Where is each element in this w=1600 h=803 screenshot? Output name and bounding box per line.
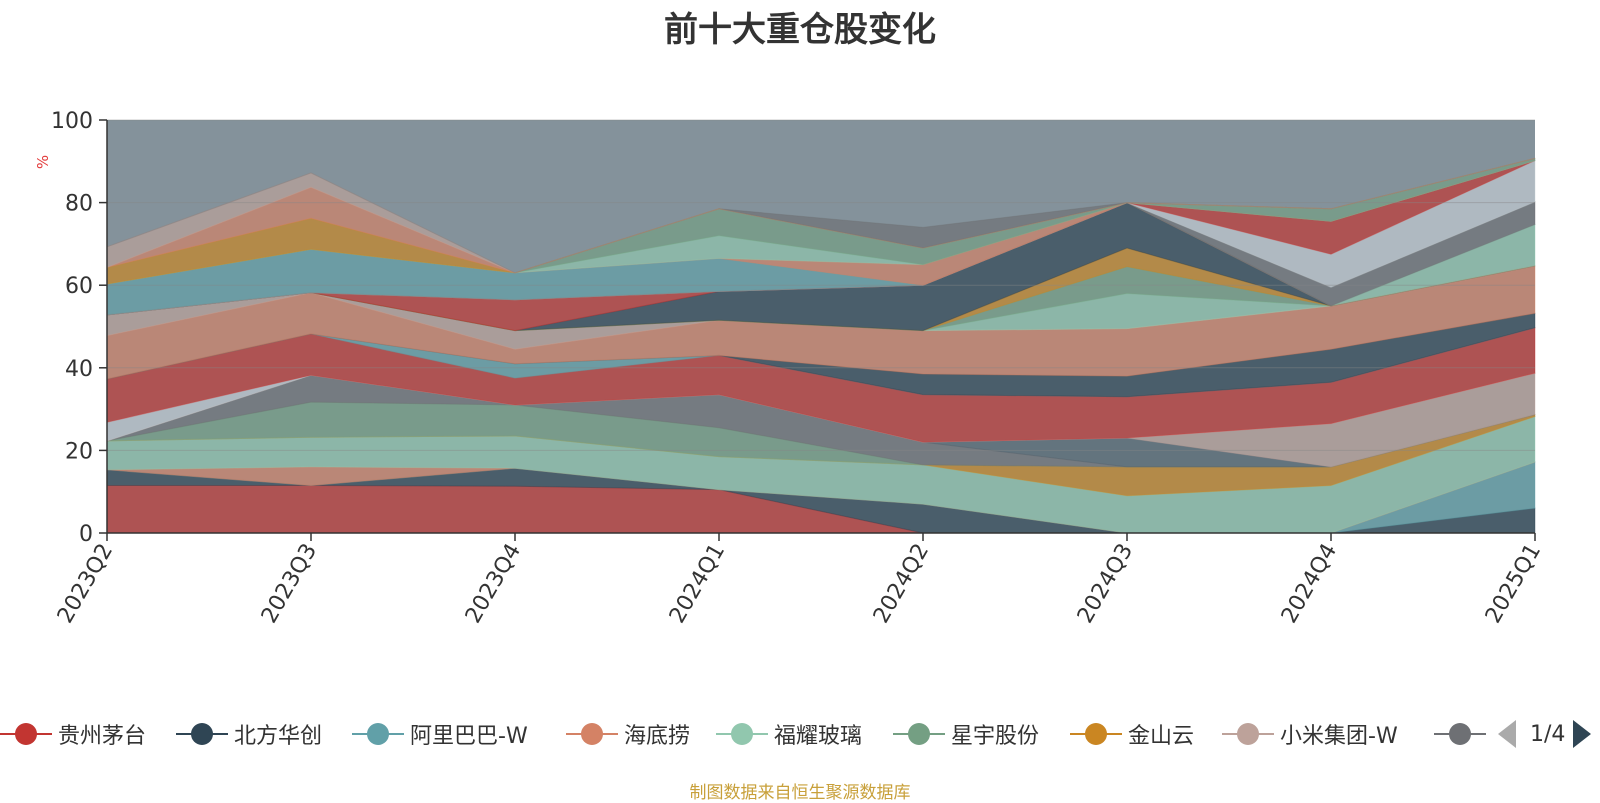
footer-source-note: 制图数据来自恒生聚源数据库 — [689, 783, 911, 803]
legend-marker-icon — [1070, 716, 1122, 752]
x-tick-label: 2023Q4 — [461, 540, 526, 628]
legend-item[interactable]: 金山云 — [1070, 716, 1194, 752]
x-tick-label: 2024Q1 — [665, 540, 730, 628]
legend-label: 海底捞 — [624, 724, 691, 749]
y-tick-label: 0 — [79, 522, 93, 547]
x-tick-label: 2024Q3 — [1073, 540, 1138, 628]
legend-marker-icon — [1434, 716, 1486, 752]
y-tick-label: 80 — [65, 192, 93, 217]
legend-item[interactable]: 北方华创 — [176, 716, 322, 752]
legend-marker-icon — [1222, 716, 1274, 752]
y-tick-label: 40 — [65, 357, 93, 382]
legend-prev-page-icon[interactable] — [1498, 720, 1516, 748]
area-layer-11 — [106, 327, 1536, 443]
chart-title: 前十大重仓股变化 — [664, 10, 936, 50]
legend-item[interactable]: 福耀玻璃 — [716, 716, 862, 752]
legend-label: 北方华创 — [234, 724, 323, 749]
x-tick-label: 2025Q1 — [1481, 540, 1546, 628]
area-layer-31 — [106, 157, 1536, 274]
legend-marker-icon — [566, 716, 618, 752]
legend-marker-icon — [716, 716, 768, 752]
legend-item[interactable]: 小米集团-W — [1222, 716, 1398, 752]
grid-lines — [107, 119, 1535, 451]
area-layer-28 — [106, 157, 1536, 285]
legend-next-page-icon[interactable] — [1573, 720, 1592, 748]
legend-marker-icon — [176, 716, 228, 752]
legend-item[interactable]: 海底捞 — [566, 716, 690, 752]
legend-label: 金山云 — [1128, 724, 1195, 749]
legend-item[interactable]: 贵州茅台 — [0, 716, 146, 752]
legend-pager: 1/4 — [1498, 716, 1592, 752]
area-layer-4 — [106, 415, 1536, 534]
legend-marker-icon — [893, 716, 945, 752]
legend-marker-icon — [352, 716, 404, 752]
area-layer-29 — [106, 157, 1536, 285]
x-tick-label: 2023Q2 — [53, 540, 118, 628]
y-tick-label: 100 — [51, 109, 93, 134]
area-layer-32 — [106, 157, 1536, 274]
y-axis-unit-label: % — [34, 155, 52, 169]
legend-label: 小米集团-W — [1280, 724, 1398, 749]
legend-marker-icon — [0, 716, 52, 752]
x-tick-label: 2024Q4 — [1277, 540, 1342, 628]
x-tick-label: 2024Q2 — [869, 540, 934, 628]
legend-label: 星宇股份 — [951, 724, 1040, 749]
area-layer-15 — [106, 265, 1536, 350]
y-tick-label: 20 — [65, 439, 93, 464]
legend: 贵州茅台 北方华创 阿里巴巴-W 海底捞 福耀玻璃 星宇股份 金山云 小米集团-W — [0, 716, 1600, 756]
x-tick-label: 2023Q3 — [257, 540, 322, 628]
legend-label: 贵州茅台 — [58, 724, 147, 749]
area-layers — [106, 120, 1536, 534]
legend-label: 阿里巴巴-W — [410, 724, 528, 749]
legend-item[interactable]: 星宇股份 — [893, 716, 1039, 752]
area-layer-25 — [106, 160, 1536, 316]
legend-item[interactable]: 阿里巴巴-W — [352, 716, 528, 752]
legend-label: 福耀玻璃 — [774, 724, 863, 749]
y-tick-label: 60 — [65, 274, 93, 299]
legend-page-indicator: 1/4 — [1530, 721, 1566, 747]
legend-item[interactable] — [1434, 716, 1486, 752]
